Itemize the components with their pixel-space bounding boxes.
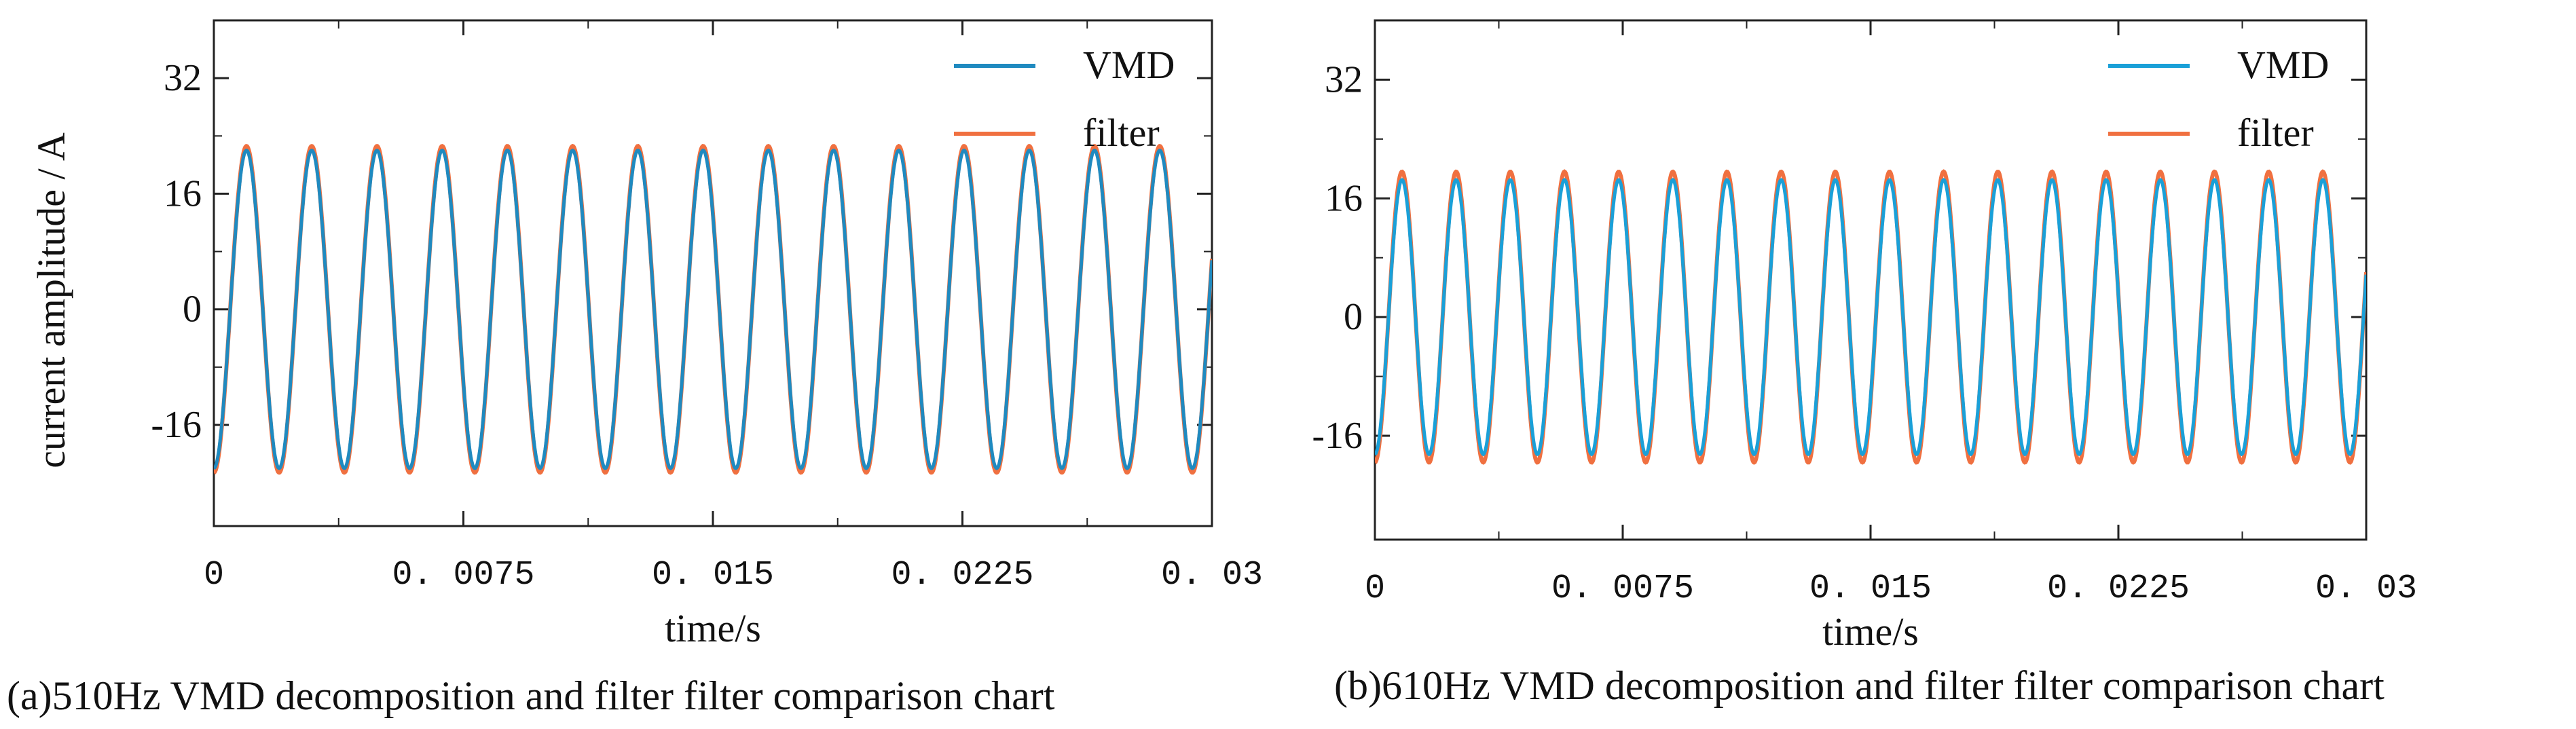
x-tick-label: 0. 03	[2315, 569, 2417, 608]
x-tick-label: 0. 015	[652, 556, 774, 595]
y-tick-label: 0	[183, 288, 202, 331]
series-line-vmd	[1375, 178, 2366, 457]
x-axis-title: time/s	[665, 606, 761, 650]
y-tick-label: 16	[1325, 177, 1363, 219]
panel-caption: (b)610Hz VMD decomposition and filter fi…	[1334, 663, 2385, 708]
legend-label-vmd: VMD	[1083, 43, 1175, 87]
x-tick-label: 0	[204, 556, 224, 595]
y-tick-label: 32	[1325, 58, 1363, 100]
y-tick-label: 16	[164, 172, 202, 214]
y-tick-label: -16	[151, 404, 202, 446]
y-tick-label: 32	[164, 57, 202, 99]
y-tick-label: -16	[1312, 415, 1363, 457]
panel-caption: (a)510Hz VMD decomposition and filter fi…	[7, 673, 1055, 718]
y-tick-label: 0	[1344, 296, 1363, 338]
x-axis-title: time/s	[1822, 610, 1919, 654]
x-tick-label: 0. 0225	[2047, 569, 2190, 608]
x-tick-label: 0. 03	[1161, 556, 1263, 595]
x-tick-label: 0. 015	[1809, 569, 1932, 608]
x-tick-label: 0	[1365, 569, 1385, 608]
x-tick-label: 0. 0225	[891, 556, 1033, 595]
chart-panel-a: 32 16 0 -16 0 0. 0075 0. 015 0. 0225 0. 03 VMD fil…	[7, 19, 1263, 718]
legend-label-filter: filter	[2237, 111, 2314, 155]
x-tick-label: 0. 0075	[392, 556, 534, 595]
chart-panel-b: 32 16 0 -16 0 0. 0075 0. 015 0. 0225 0. 03 VMD fil…	[1312, 19, 2417, 708]
x-tick-label: 0. 0075	[1551, 569, 1694, 608]
legend-label-filter: filter	[1083, 111, 1160, 155]
series-line-vmd	[214, 148, 1212, 470]
y-axis-title: current amplitude / A	[29, 132, 73, 468]
series-line-filter	[214, 143, 1212, 475]
legend-label-vmd: VMD	[2237, 43, 2329, 87]
